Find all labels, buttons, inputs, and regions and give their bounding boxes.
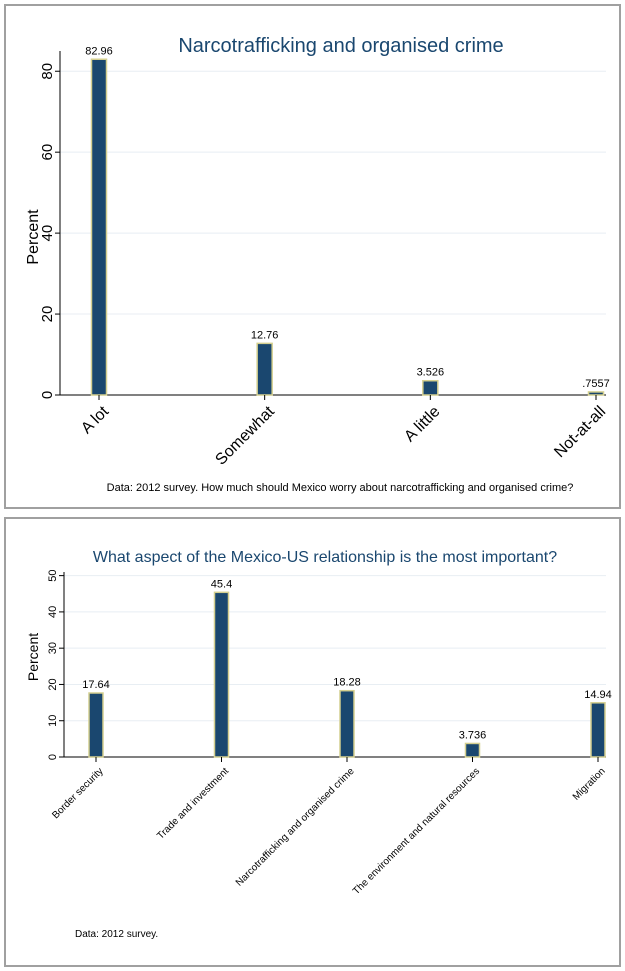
- chart-note: Data: 2012 survey.: [75, 929, 158, 940]
- bar: [422, 379, 439, 396]
- y-tick-label: 40: [47, 606, 59, 618]
- bar: [88, 692, 104, 758]
- bar: [339, 689, 355, 758]
- y-tick-label: 80: [39, 63, 56, 80]
- bar: [256, 342, 273, 396]
- bar-value-label: 18.28: [333, 677, 361, 689]
- chart-frame: [4, 517, 621, 967]
- y-tick-label: 20: [47, 678, 59, 690]
- y-tick-label: 10: [47, 715, 59, 727]
- chart-frame: [4, 4, 621, 509]
- bar-value-label: 17.64: [82, 679, 110, 691]
- y-tick-label: 50: [47, 570, 59, 582]
- y-axis-label: Percent: [25, 633, 41, 681]
- y-tick-label: 40: [39, 225, 56, 242]
- chart-panel-relationship: What aspect of the Mexico-US relationshi…: [4, 517, 621, 967]
- y-tick-label: 0: [47, 754, 59, 760]
- bar: [90, 58, 108, 396]
- chart-relationship: What aspect of the Mexico-US relationshi…: [4, 517, 621, 967]
- y-tick-label: 20: [39, 306, 56, 323]
- bar-value-label: 12.76: [251, 329, 279, 341]
- bar: [587, 391, 605, 396]
- chart-narcotrafficking: Narcotrafficking and organised crime 0 20 4…: [4, 4, 621, 509]
- bar-value-label: 3.736: [459, 729, 487, 741]
- bar-value-label: 82.96: [85, 45, 113, 57]
- chart-panel-narcotrafficking: Narcotrafficking and organised crime 0 20 4…: [4, 4, 621, 509]
- bar-value-label: .7557: [582, 378, 610, 390]
- bar-value-label: 14.94: [584, 689, 612, 701]
- bar: [590, 702, 606, 758]
- chart-note: Data: 2012 survey. How much should Mexic…: [107, 482, 574, 494]
- y-tick-label: 30: [47, 642, 59, 654]
- bar: [464, 742, 481, 758]
- bar-value-label: 3.526: [417, 367, 445, 379]
- y-tick-label: 0: [39, 391, 56, 399]
- y-tick-label: 60: [39, 144, 56, 161]
- chart-title: Narcotrafficking and organised crime: [178, 35, 503, 57]
- bar: [213, 591, 230, 758]
- chart-title: What aspect of the Mexico-US relationshi…: [93, 549, 557, 566]
- bar-value-label: 45.4: [211, 578, 232, 590]
- y-axis-label: Percent: [25, 209, 42, 265]
